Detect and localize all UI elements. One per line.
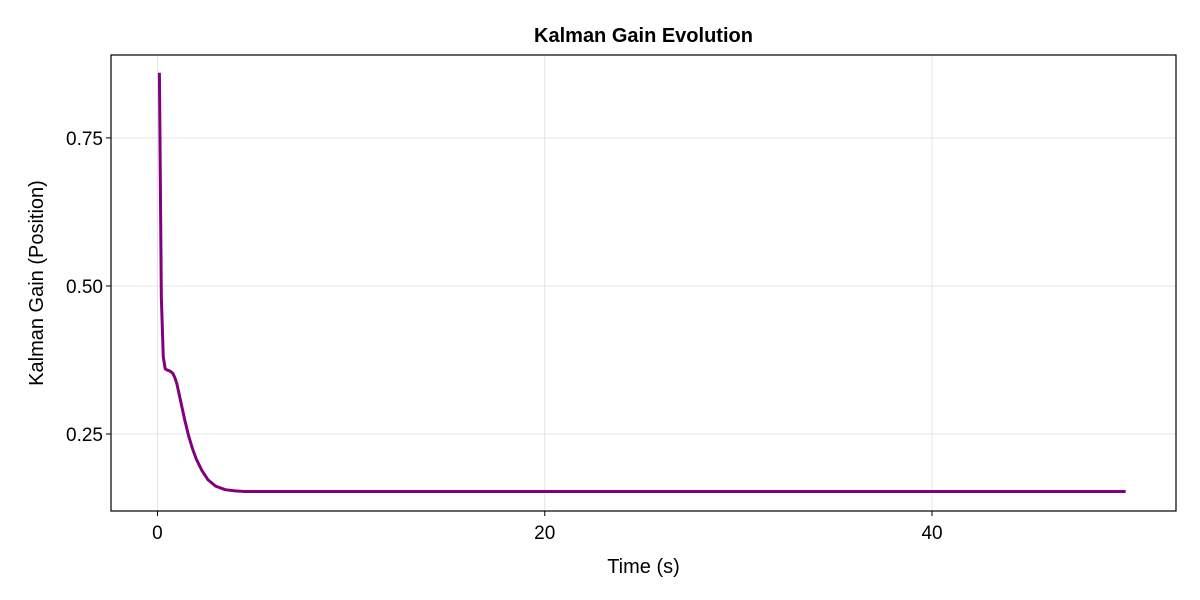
x-axis-label: Time (s) bbox=[607, 556, 680, 578]
grid-lines bbox=[111, 55, 1176, 511]
series-line-0 bbox=[157, 72, 1126, 493]
y-tick-label: 0.75 bbox=[66, 129, 103, 150]
plot-frame bbox=[110, 54, 1177, 512]
y-axis-label: Kalman Gain (Position) bbox=[26, 180, 48, 386]
axis-ticks: 0 20 40 0.25 0.50 0.75 bbox=[66, 129, 943, 544]
x-tick-label: 40 bbox=[921, 523, 942, 544]
y-tick-label: 0.25 bbox=[66, 425, 103, 446]
x-tick-label: 20 bbox=[534, 523, 555, 544]
series-layer bbox=[157, 72, 1126, 493]
y-tick-label: 0.50 bbox=[66, 277, 103, 298]
chart-title: Kalman Gain Evolution bbox=[534, 25, 753, 47]
x-tick-label: 0 bbox=[152, 523, 163, 544]
